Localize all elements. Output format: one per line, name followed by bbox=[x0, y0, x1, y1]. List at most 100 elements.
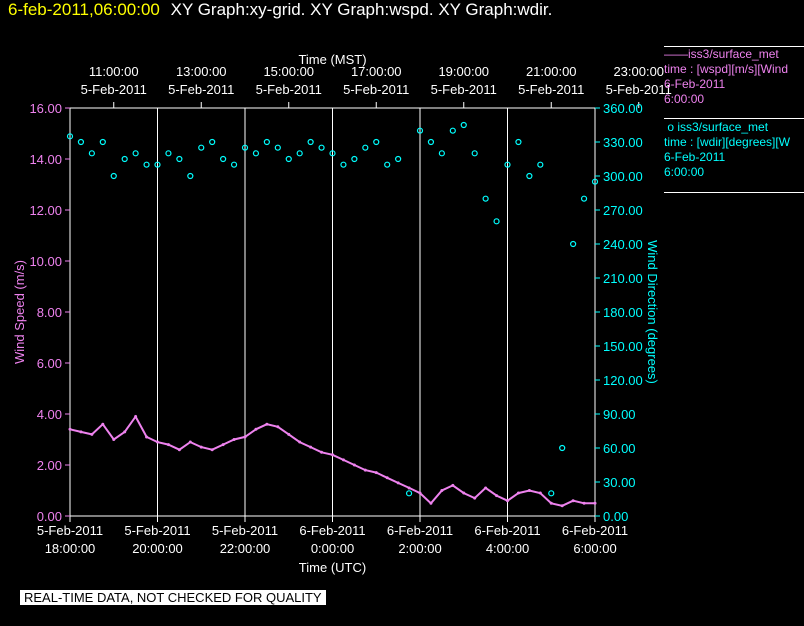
data-point-wspd bbox=[287, 432, 291, 436]
data-point-wspd bbox=[309, 445, 313, 449]
data-point-wdir bbox=[66, 133, 74, 140]
y-tick-label-right: 240.00 bbox=[603, 237, 643, 252]
legend-date: 6-Feb-2011 bbox=[664, 150, 726, 164]
y-axis-label-left: Wind Speed (m/s) bbox=[12, 260, 27, 364]
legend-entry-wspd: ——iss3/surface_met time : [wspd][m/s][Wi… bbox=[664, 47, 804, 107]
x-axis-label-top: Time (MST) bbox=[298, 52, 366, 67]
data-point-wspd bbox=[363, 468, 367, 472]
y-tick-label-left: 8.00 bbox=[37, 305, 62, 320]
data-point-wspd bbox=[473, 496, 477, 500]
x-tick-label-bottom-time: 6:00:00 bbox=[573, 541, 616, 556]
data-point-wdir bbox=[274, 144, 281, 151]
data-point-wdir bbox=[241, 144, 249, 151]
data-point-wdir bbox=[438, 150, 445, 157]
y-tick-label-left: 14.00 bbox=[29, 152, 62, 167]
y-tick-label-right: 150.00 bbox=[603, 339, 643, 354]
data-point-wspd bbox=[90, 432, 94, 436]
data-point-wspd bbox=[516, 491, 520, 495]
x-tick-label-bottom-date: 6-Feb-2011 bbox=[299, 523, 365, 538]
legend-top-rule bbox=[664, 46, 804, 47]
x-tick-label-bottom-date: 5-Feb-2011 bbox=[124, 523, 190, 538]
data-point-wspd bbox=[68, 427, 72, 431]
data-point-wdir bbox=[460, 121, 467, 129]
data-point-wspd bbox=[232, 438, 236, 441]
x-tick-label-top-time: 19:00:00 bbox=[438, 64, 489, 79]
data-point-wspd bbox=[188, 440, 192, 444]
y-tick-label-right: 270.00 bbox=[603, 203, 643, 218]
data-point-wspd bbox=[571, 499, 575, 503]
legend-time: 6:00:00 bbox=[664, 165, 705, 179]
data-point-wspd bbox=[134, 415, 138, 419]
data-point-wspd bbox=[210, 448, 214, 452]
x-tick-label-bottom-date: 6-Feb-2011 bbox=[562, 523, 628, 538]
x-tick-label-top-time: 11:00:00 bbox=[89, 64, 139, 79]
data-point-wdir bbox=[340, 161, 347, 168]
data-point-wspd bbox=[177, 448, 181, 452]
legend-date: 6-Feb-2011 bbox=[664, 77, 726, 91]
y-tick-label-left: 0.00 bbox=[37, 509, 62, 524]
data-point-wdir bbox=[416, 127, 424, 134]
legend-variable: time : [wspd][m/s][Wind bbox=[664, 62, 789, 76]
x-tick-label-bottom-date: 5-Feb-2011 bbox=[37, 523, 103, 538]
data-point-wdir bbox=[121, 155, 128, 163]
legend-entry-wdir: o iss3/surface_met time : [wdir][degrees… bbox=[664, 120, 804, 180]
data-point-wspd bbox=[374, 471, 378, 475]
data-point-wdir bbox=[427, 138, 435, 146]
data-point-wdir bbox=[88, 150, 95, 157]
legend-series-name: iss3/surface_met bbox=[688, 47, 779, 61]
data-point-wdir bbox=[526, 172, 533, 180]
x-tick-label-bottom-time: 2:00:00 bbox=[398, 541, 441, 556]
data-point-wdir bbox=[570, 240, 577, 248]
data-point-wspd bbox=[79, 430, 83, 434]
data-point-wspd bbox=[320, 450, 324, 454]
quality-disclaimer: REAL-TIME DATA, NOT CHECKED FOR QUALITY bbox=[20, 590, 326, 605]
data-point-wspd bbox=[506, 499, 509, 503]
y-tick-label-left: 4.00 bbox=[37, 407, 62, 422]
y-tick-label-left: 10.00 bbox=[29, 254, 62, 269]
data-point-wdir bbox=[198, 144, 205, 151]
data-point-wspd bbox=[418, 491, 422, 495]
data-point-wdir bbox=[285, 155, 292, 163]
y-tick-label-right: 210.00 bbox=[603, 271, 643, 286]
y-tick-label-right: 0.00 bbox=[603, 509, 628, 524]
x-tick-label-bottom-date: 6-Feb-2011 bbox=[474, 523, 540, 538]
data-point-wspd bbox=[495, 494, 499, 498]
data-point-wspd bbox=[101, 422, 105, 426]
data-point-wspd bbox=[462, 491, 466, 495]
y-tick-label-left: 6.00 bbox=[37, 356, 62, 371]
data-point-wspd bbox=[484, 486, 488, 490]
data-point-wspd bbox=[429, 501, 433, 505]
data-point-wdir bbox=[296, 150, 303, 157]
data-point-wdir bbox=[110, 172, 117, 180]
legend-series-name: iss3/surface_met bbox=[677, 120, 769, 134]
data-point-wdir bbox=[143, 161, 150, 168]
legend-time: 6:00:00 bbox=[664, 92, 705, 106]
y-tick-label-right: 90.00 bbox=[603, 407, 636, 422]
data-point-wdir bbox=[154, 161, 161, 168]
data-point-wdir bbox=[99, 138, 106, 146]
data-point-wspd bbox=[352, 463, 356, 467]
y-tick-label-left: 16.00 bbox=[29, 101, 62, 116]
data-point-wdir bbox=[373, 138, 380, 146]
x-axis-label-bottom: Time (UTC) bbox=[299, 560, 366, 575]
data-point-wspd bbox=[276, 425, 280, 429]
data-point-wdir bbox=[580, 195, 588, 202]
data-point-wdir bbox=[318, 144, 325, 151]
data-point-wspd bbox=[549, 501, 553, 505]
title-date: 6-feb-2011,06:00:00 bbox=[8, 0, 160, 19]
x-tick-label-top-date: 5-Feb-2011 bbox=[606, 82, 672, 97]
data-point-wspd bbox=[560, 504, 564, 508]
data-point-wspd bbox=[593, 501, 597, 505]
data-point-wspd bbox=[407, 486, 411, 490]
data-point-wdir bbox=[504, 161, 511, 168]
data-point-wdir bbox=[482, 195, 489, 202]
data-point-wspd bbox=[243, 435, 247, 439]
data-point-wspd bbox=[199, 445, 203, 449]
data-point-wspd bbox=[298, 440, 302, 444]
data-point-wdir bbox=[405, 490, 413, 497]
data-point-wdir bbox=[591, 178, 599, 185]
y-tick-label-right: 330.00 bbox=[603, 135, 643, 150]
legend-bottom-rule bbox=[664, 192, 804, 193]
data-point-wspd bbox=[112, 438, 116, 441]
